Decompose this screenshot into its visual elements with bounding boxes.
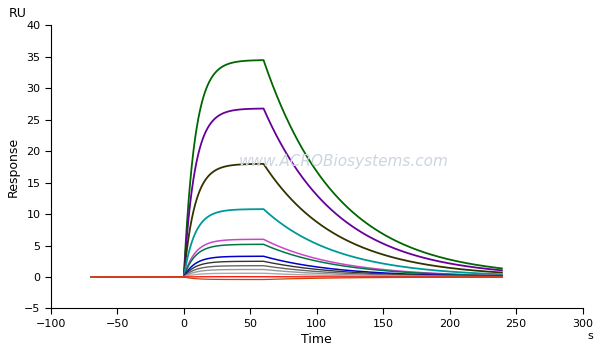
X-axis label: Time: Time: [301, 333, 332, 346]
Text: s: s: [588, 331, 593, 341]
Text: www.ACROBiosystems.com: www.ACROBiosystems.com: [238, 154, 448, 169]
Text: RU: RU: [8, 7, 26, 20]
Y-axis label: Response: Response: [7, 137, 20, 197]
